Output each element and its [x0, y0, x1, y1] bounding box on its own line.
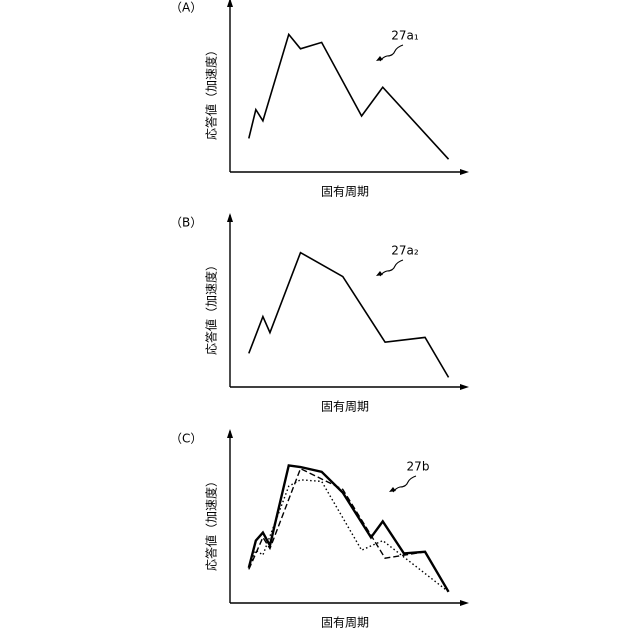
- leader-arrow: [380, 45, 403, 61]
- data-line: [249, 469, 449, 592]
- figure: （A）固有周期応答値（加速度）27a₁（B）固有周期応答値（加速度）27a₂（C…: [0, 0, 640, 640]
- data-line: [249, 253, 449, 378]
- arrow-head: [227, 213, 233, 222]
- leader-arrow: [393, 476, 416, 492]
- arrow-head: [227, 0, 233, 7]
- y-axis-label: 応答値（加速度）: [204, 44, 219, 140]
- arrow-head: [460, 384, 469, 390]
- data-line: [249, 34, 449, 159]
- y-axis-label: 応答値（加速度）: [204, 475, 219, 571]
- arrow-head: [460, 600, 469, 606]
- arrow-head: [227, 429, 233, 438]
- x-axis-label: 固有周期: [321, 400, 369, 414]
- y-axis-label: 応答値（加速度）: [204, 259, 219, 355]
- data-line: [249, 480, 449, 592]
- arrow-head: [460, 169, 469, 175]
- panel-label: （C）: [170, 432, 202, 446]
- panel-label: （A）: [170, 1, 202, 15]
- annotation: 27a₁: [391, 29, 419, 43]
- leader-arrow: [380, 260, 403, 276]
- annotation: 27b: [407, 460, 430, 474]
- data-line: [249, 465, 449, 591]
- x-axis-label: 固有周期: [321, 185, 369, 199]
- panel-label: （B）: [170, 216, 202, 230]
- annotation: 27a₂: [391, 244, 419, 258]
- x-axis-label: 固有周期: [321, 616, 369, 630]
